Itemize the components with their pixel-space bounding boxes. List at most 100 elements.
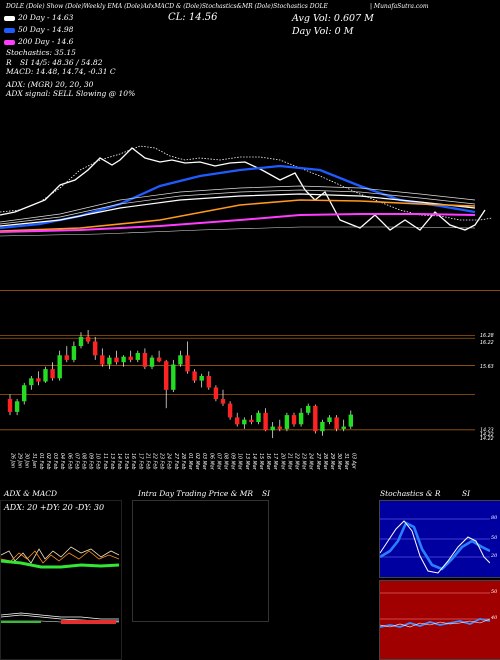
date-axis-label: 15 Mar <box>258 453 264 471</box>
candle-body <box>149 357 155 367</box>
candle-body <box>43 369 48 382</box>
date-axis-label: 27 Feb <box>173 453 179 469</box>
ma50-label: 50 Day - 14.98 <box>18 25 74 34</box>
candle-body <box>199 376 204 381</box>
close-label: CL: 14.56 <box>168 12 218 23</box>
candle <box>192 369 197 383</box>
candle <box>43 366 48 383</box>
candle <box>171 359 176 393</box>
intra-day-panel <box>132 500 269 622</box>
date-axis-label: 03 Feb <box>52 453 58 469</box>
candle <box>348 410 353 429</box>
candle <box>135 350 140 363</box>
panel-divider <box>0 290 500 291</box>
candle-body <box>178 355 183 365</box>
candle-body <box>22 385 27 402</box>
stoch-tick-50: 50 <box>491 535 498 541</box>
rsi-tick-40: 40 <box>491 615 498 621</box>
date-axis-label: 26 Jan <box>10 453 16 468</box>
candle <box>78 332 84 349</box>
candle <box>178 350 183 367</box>
rsi-panel: 50 40 <box>379 580 500 660</box>
adx-values: ADX: 20 +DY: 20 -DY: 30 <box>4 503 105 512</box>
date-axis-label: 11 Feb <box>102 453 108 469</box>
candle-body <box>306 405 311 413</box>
candle-body <box>171 364 176 390</box>
ma200-label: 200 Day - 14.6 <box>18 37 74 46</box>
candle <box>22 382 27 405</box>
date-axis-label: 14 Mar <box>251 453 257 471</box>
date-axis-label: 29 Jan <box>17 453 23 468</box>
candle <box>320 419 325 436</box>
candle <box>227 401 233 420</box>
date-axis-label: 01 Feb <box>38 453 44 469</box>
date-axis-label: 28 Mar <box>322 453 328 471</box>
candle-body <box>291 415 297 425</box>
candle-body <box>263 412 268 431</box>
intra-panel-title: Intra Day Trading Price & MR <box>138 489 254 498</box>
date-axis-label: 21 Mar <box>286 453 292 471</box>
candle-body <box>256 412 261 422</box>
date-axis-label: 17 Feb <box>137 453 143 469</box>
candle <box>107 355 112 370</box>
candle-body <box>100 355 105 365</box>
date-axis-label: 01 Mar <box>187 453 193 471</box>
price-axis-label: 14.22 <box>480 432 494 438</box>
candle <box>71 341 77 363</box>
candle <box>64 346 69 363</box>
date-axis-label: 15 Feb <box>123 453 129 469</box>
stoch-panel-si: SI <box>462 489 471 498</box>
candle <box>341 419 346 432</box>
date-axis-label: 23 Mar <box>301 453 307 471</box>
candle <box>313 404 318 434</box>
date-axis-label: 30 Jan <box>24 453 30 468</box>
candle <box>206 371 211 390</box>
ma-upper-2 <box>0 189 476 225</box>
ma-orange-line <box>0 199 476 232</box>
candle <box>270 422 275 439</box>
date-axis-label: 07 Mar <box>215 453 221 471</box>
candle <box>50 362 55 381</box>
candle-body <box>327 417 332 422</box>
date-axis-label: 06 Mar <box>208 453 214 471</box>
candle-body <box>213 387 219 399</box>
date-axis-label: 24 Feb <box>166 453 172 469</box>
candle <box>29 376 34 390</box>
candle-body <box>313 405 318 432</box>
candle <box>164 359 169 409</box>
date-axis-label: 02 Mar <box>194 453 200 471</box>
candles <box>7 330 353 439</box>
candle-body <box>334 417 339 429</box>
date-axis-label: 17 Mar <box>272 453 278 471</box>
date-axis-label: 20 Mar <box>279 453 285 471</box>
candle <box>142 348 148 370</box>
candle-body <box>185 355 190 372</box>
date-axis-label: 13 Feb <box>109 453 115 469</box>
candle-body <box>227 403 233 418</box>
candle-body <box>114 357 119 363</box>
candle <box>249 415 254 425</box>
candle-body <box>93 341 98 356</box>
legend-ma50: 50 Day - 14.98 <box>4 25 73 34</box>
candle-body <box>277 426 282 429</box>
candle <box>121 355 126 367</box>
candle-body <box>235 417 240 425</box>
candle <box>327 415 332 425</box>
candle <box>242 417 247 429</box>
candle-body <box>85 336 91 342</box>
candle <box>291 412 297 427</box>
candle <box>57 350 62 381</box>
candle <box>256 410 261 425</box>
date-axis-label: 10 Mar <box>237 453 243 471</box>
date-axis-label: 29 Mar <box>329 453 335 471</box>
candle <box>199 373 204 388</box>
price-levels <box>0 335 475 431</box>
candle-body <box>270 426 275 431</box>
date-axis-label: 23 Feb <box>159 453 165 469</box>
date-axis-label: 16 Mar <box>265 453 271 471</box>
intra-panel-si: SI <box>262 489 271 498</box>
ma200-swatch <box>4 39 15 45</box>
ma20-label: 20 Day - 14.63 <box>18 13 74 22</box>
stoch-panel-title: Stochastics & R <box>380 489 441 498</box>
